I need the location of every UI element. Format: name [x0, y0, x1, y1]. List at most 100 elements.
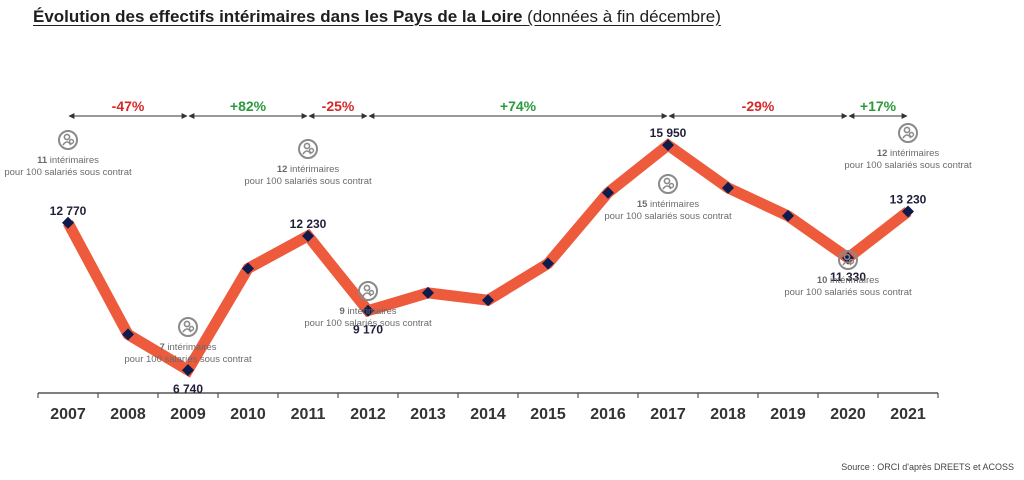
x-tick-label: 2018	[710, 406, 746, 423]
ratio-number: 15	[637, 199, 648, 210]
people-icon-ring	[838, 250, 858, 270]
data-point-marker	[182, 364, 194, 377]
ratio-annotation-line1: 7 intérimaires	[159, 342, 216, 353]
data-point-marker	[242, 262, 254, 275]
period-change-label: -47%	[112, 98, 145, 114]
ratio-annotation-line1: 12 intérimaires	[877, 148, 940, 159]
people-icon-body	[842, 261, 852, 266]
ratio-unit: intérimaires	[647, 199, 699, 210]
data-point-marker	[302, 229, 314, 242]
data-point-marker	[362, 304, 374, 317]
x-tick-label: 2013	[410, 406, 446, 423]
people-icon-head-2	[908, 131, 915, 138]
people-icon-body	[662, 185, 672, 190]
ratio-annotation-line1: 12 intérimaires	[277, 164, 340, 175]
x-tick-label: 2021	[890, 406, 926, 423]
data-point-marker	[122, 328, 134, 341]
x-tick-label: 2017	[650, 406, 686, 423]
x-tick-label: 2019	[770, 406, 806, 423]
people-icon-ring	[898, 123, 918, 143]
ratio-number: 12	[277, 164, 288, 175]
x-tick-label: 2011	[291, 406, 326, 423]
ratio-unit: intérimaires	[887, 148, 939, 159]
data-value-label: 15 950	[650, 126, 687, 140]
ratio-annotation-line2: pour 100 salariés sous contrat	[244, 176, 372, 187]
people-icon-ring	[658, 174, 678, 194]
ratio-unit: intérimaires	[827, 275, 879, 286]
data-point-marker	[602, 186, 614, 199]
chart-title-main: Évolution des effectifs intérimaires dan…	[33, 7, 523, 26]
data-point-marker	[482, 294, 494, 307]
ratio-number: 9	[339, 306, 344, 317]
chart-subtitle: (données à fin décembre)	[527, 7, 721, 26]
x-tick-label: 2016	[590, 406, 626, 423]
data-point-marker	[62, 216, 74, 229]
data-point-marker	[902, 205, 914, 218]
people-icon-head	[903, 126, 911, 134]
people-icon-head-2	[68, 138, 75, 145]
period-change-label: -29%	[742, 98, 775, 114]
people-icon-head	[663, 177, 671, 185]
people-icon	[58, 130, 78, 150]
period-change-label: +17%	[860, 98, 897, 114]
ratio-annotation-line1: 10 intérimaires	[817, 275, 880, 286]
ratio-annotation-line1: 9 intérimaires	[339, 306, 396, 317]
x-tick-label: 2009	[170, 406, 206, 423]
period-change-label: +82%	[230, 98, 267, 114]
ratio-annotation-line2: pour 100 salariés sous contrat	[124, 354, 252, 365]
people-icon-head-2	[848, 258, 855, 265]
people-icon-body	[362, 292, 372, 297]
x-tick-label: 2008	[110, 406, 146, 423]
people-icon-head	[363, 284, 371, 292]
people-icon-head-2	[668, 182, 675, 189]
people-icon-head	[63, 133, 71, 141]
ratio-unit: intérimaires	[165, 342, 217, 353]
source-note: Source : ORCI d'après DREETS et ACOSS	[841, 462, 1014, 472]
x-tick-label: 2015	[530, 406, 566, 423]
people-icon-ring	[58, 130, 78, 150]
people-icon-body	[302, 150, 312, 155]
people-icon	[838, 250, 858, 270]
data-value-label: 12 770	[50, 204, 87, 218]
data-value-label: 12 230	[290, 217, 327, 231]
people-icon	[358, 281, 378, 301]
data-point-marker	[542, 257, 554, 270]
x-tick-label: 2007	[50, 406, 86, 423]
data-value-label: 13 230	[890, 193, 927, 207]
ratio-number: 7	[159, 342, 164, 353]
people-icon-ring	[178, 317, 198, 337]
data-point-marker	[662, 139, 674, 152]
people-icon-body	[62, 141, 72, 146]
series-line	[63, 138, 912, 378]
people-icon	[898, 123, 918, 143]
people-icon	[178, 317, 198, 337]
x-tick-label: 2020	[830, 406, 866, 423]
people-icon-head	[303, 142, 311, 150]
data-value-label: 9 170	[353, 323, 383, 337]
people-icon-head-2	[188, 325, 195, 332]
chart-title: Évolution des effectifs intérimaires dan…	[33, 7, 721, 27]
data-value-label: 6 740	[173, 382, 203, 396]
ratio-number: 10	[817, 275, 828, 286]
x-tick-label: 2014	[470, 406, 506, 423]
people-icon	[658, 174, 678, 194]
people-icon	[298, 139, 318, 159]
x-tick-label: 2012	[350, 406, 386, 423]
ratio-annotation-line1: 15 intérimaires	[637, 199, 700, 210]
ratio-unit: intérimaires	[345, 306, 397, 317]
data-point-marker	[782, 209, 794, 222]
people-icon-head	[183, 320, 191, 328]
ratio-annotation-line2: pour 100 salariés sous contrat	[304, 318, 432, 329]
people-icon-head-2	[368, 289, 375, 296]
ratio-annotation-line1: 11 intérimaires	[37, 155, 99, 166]
data-value-label: 11 330	[830, 270, 866, 284]
people-icon-ring	[358, 281, 378, 301]
period-change-label: -25%	[322, 98, 355, 114]
ratio-annotation-line2: pour 100 salariés sous contrat	[784, 287, 912, 298]
ratio-annotation-line2: pour 100 salariés sous contrat	[604, 211, 732, 222]
data-point-marker	[722, 181, 734, 194]
data-point-marker	[422, 286, 434, 299]
ratio-unit: intérimaires	[287, 164, 339, 175]
ratio-annotation-line2: pour 100 salariés sous contrat	[844, 160, 972, 171]
